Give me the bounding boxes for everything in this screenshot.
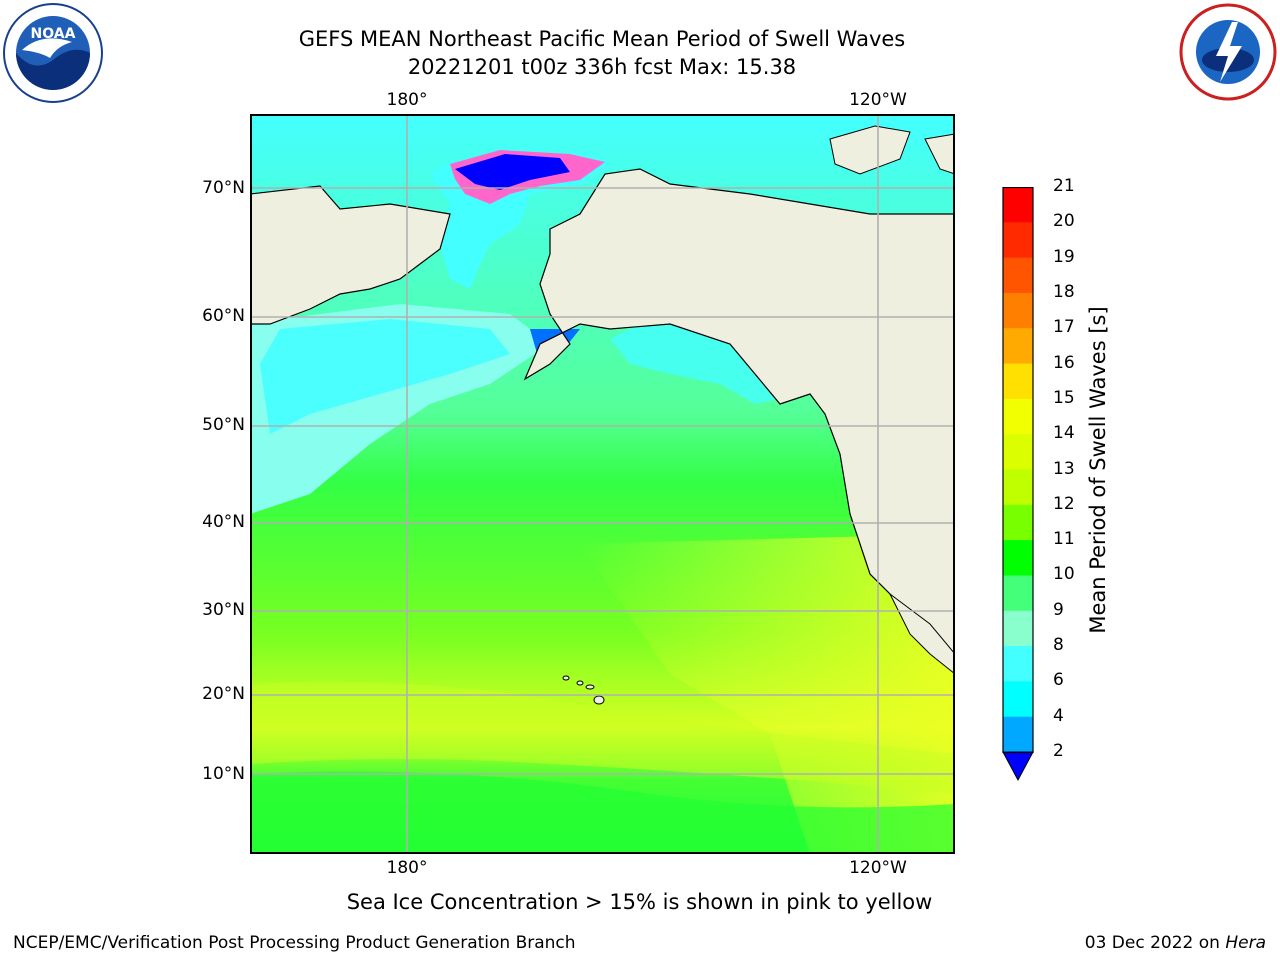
colorbar-tick-label: 17 <box>1053 317 1075 338</box>
colorbar-tick-label: 11 <box>1053 529 1075 550</box>
colorbar-tick-label: 6 <box>1053 670 1064 691</box>
land-hawaii <box>562 675 605 705</box>
colorbar-bin <box>1003 398 1033 435</box>
colorbar-tick-label: 18 <box>1053 281 1075 302</box>
colorbar-bin <box>1003 292 1033 329</box>
lon-label-bottom-180: 180° <box>386 858 428 878</box>
colorbar-tick-label: 14 <box>1053 423 1075 444</box>
lat-label-20n: 20°N <box>202 684 245 704</box>
colorbar-tick-label: 2 <box>1053 741 1064 761</box>
land-alaska-canada <box>523 168 956 660</box>
colorbar-tick-label: 12 <box>1053 493 1075 514</box>
lat-label-30n: 30°N <box>202 600 245 620</box>
colorbar-bin <box>1003 646 1033 682</box>
colorbar-tick-label: 20 <box>1053 211 1075 232</box>
colorbar-bin <box>1003 434 1033 470</box>
colorbar-tick-label: 4 <box>1053 705 1064 726</box>
svg-text:NOAA: NOAA <box>31 26 76 42</box>
colorbar-bin <box>1003 716 1033 753</box>
colorbar-tick-label: 8 <box>1053 635 1064 656</box>
chart-title: GEFS MEAN Northeast Pacific Mean Period … <box>298 27 906 51</box>
colorbar-tick-label: 9 <box>1053 599 1064 620</box>
colorbar-tick-label: 13 <box>1053 458 1075 479</box>
colorbar-bin <box>1003 540 1033 576</box>
land-siberia <box>249 185 451 325</box>
chart-subtitle: 20221201 t00z 336h fcst Max: 15.38 <box>407 55 797 79</box>
colorbar-svg <box>1002 186 1034 782</box>
colorbar <box>1000 186 1040 787</box>
colorbar-bin <box>1003 257 1033 294</box>
swell-min-chukchi <box>455 154 570 190</box>
colorbar-tick-label: 21 <box>1053 176 1075 196</box>
footer-host: Hera <box>1225 933 1266 953</box>
colorbar-bin <box>1003 187 1033 223</box>
nws-logo <box>1178 2 1278 102</box>
colorbar-bin <box>1003 222 1033 259</box>
lon-label-top-120w: 120°W <box>849 90 907 110</box>
footer-credit: NCEP/EMC/Verification Post Processing Pr… <box>13 933 576 953</box>
footer-date-text: 03 Dec 2022 on <box>1084 933 1220 953</box>
colorbar-bin <box>1003 469 1033 506</box>
colorbar-extend-arrow <box>1002 751 1034 782</box>
colorbar-bin <box>1003 328 1033 365</box>
swell-cyan-core <box>260 319 510 434</box>
footer-date: 03 Dec 2022 on Hera <box>1085 933 1266 953</box>
swell-low-south <box>250 771 955 854</box>
map-frame <box>250 114 955 854</box>
lat-label-40n: 40°N <box>202 512 245 532</box>
colorbar-tick-label: 10 <box>1053 564 1075 585</box>
lon-label-top-180: 180° <box>386 90 428 110</box>
map-svg <box>249 114 956 854</box>
swell-band-20n <box>250 682 955 794</box>
colorbar-bin <box>1003 575 1033 612</box>
colorbar-label: Mean Period of Swell Waves [s] <box>1086 306 1110 634</box>
lat-label-10n: 10°N <box>202 764 245 784</box>
graticule <box>250 114 955 854</box>
colorbar-tick-label: 16 <box>1053 352 1075 373</box>
lat-label-60n: 60°N <box>202 306 245 326</box>
lat-label-70n: 70°N <box>202 178 245 198</box>
lat-label-50n: 50°N <box>202 415 245 435</box>
colorbar-bin <box>1003 681 1033 718</box>
sea-ice-note: Sea Ice Concentration > 15% is shown in … <box>346 890 933 914</box>
map-panel <box>249 114 956 854</box>
colorbar-bin <box>1003 504 1033 541</box>
colorbar-tick-label: 19 <box>1053 246 1075 267</box>
colorbar-tick-label: 15 <box>1053 387 1075 408</box>
noaa-logo: NOAA <box>2 2 104 104</box>
colorbar-bin <box>1003 363 1033 400</box>
colorbar-frame <box>1002 186 1034 754</box>
land-arctic-island <box>829 125 911 175</box>
lon-label-bottom-120w: 120°W <box>849 858 907 878</box>
colorbar-bin <box>1003 610 1033 647</box>
